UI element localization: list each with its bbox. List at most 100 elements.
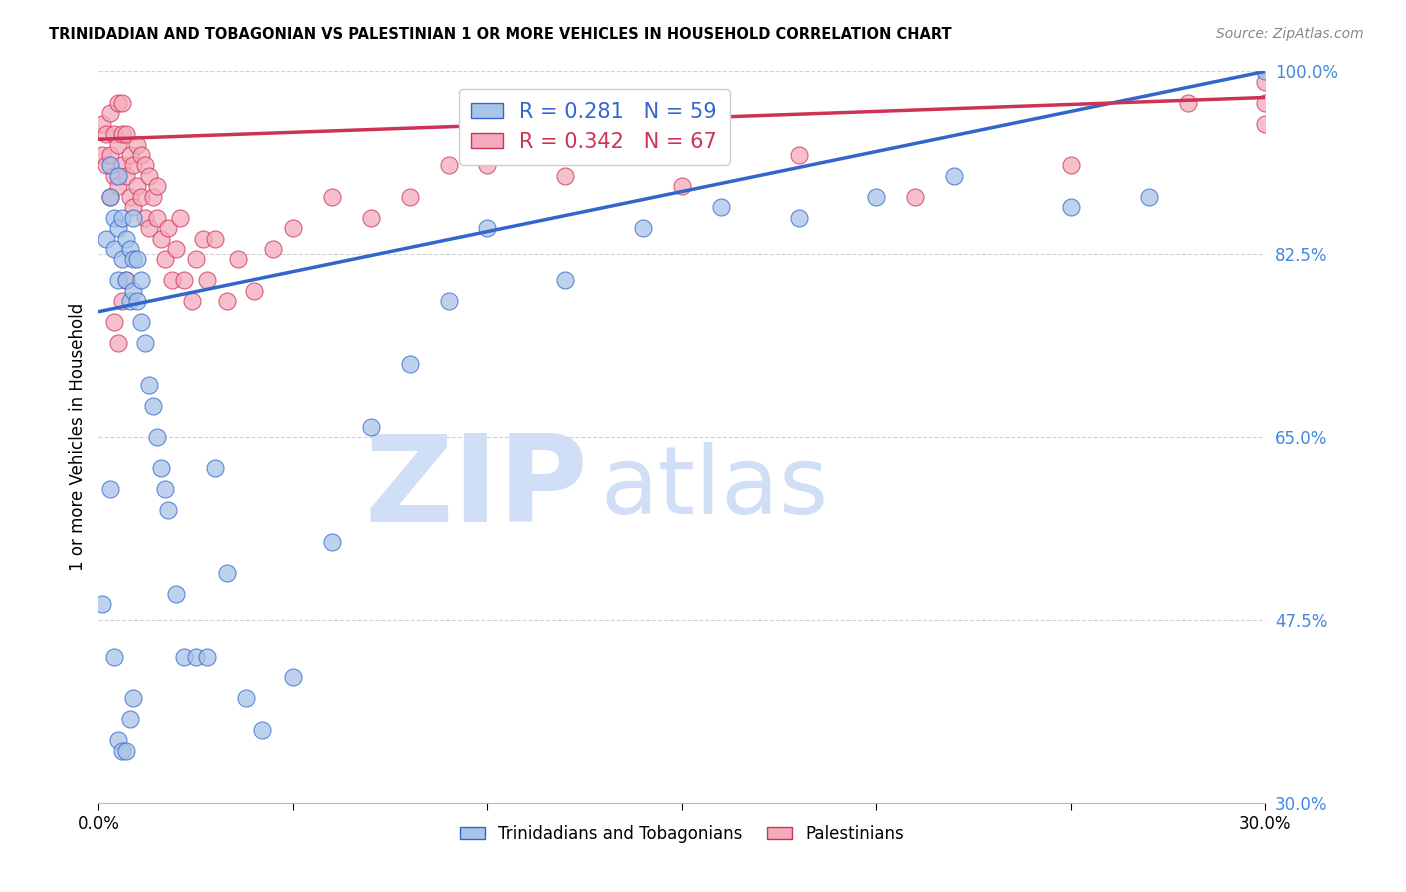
Point (215, 566, 238, 580)
Point (671, 179, 693, 194)
Point (184, 252, 207, 267)
Point (215, 294, 238, 309)
Point (103, 315, 125, 329)
Point (114, 231, 136, 245)
Point (1177, 95, 1199, 110)
Point (165, 242, 187, 256)
Point (138, 377, 160, 392)
Point (134, 158, 156, 172)
Point (204, 231, 226, 245)
Point (631, 221, 654, 235)
Point (173, 273, 195, 287)
Point (129, 148, 152, 162)
Point (228, 252, 250, 267)
Point (122, 284, 145, 298)
Point (114, 169, 136, 183)
Point (142, 399, 165, 413)
Point (554, 169, 576, 183)
Point (398, 190, 420, 204)
Point (111, 294, 134, 309)
Point (107, 733, 129, 747)
Text: TRINIDADIAN AND TOBAGONIAN VS PALESTINIAN 1 OR MORE VEHICLES IN HOUSEHOLD CORREL: TRINIDADIAN AND TOBAGONIAN VS PALESTINIA… (49, 27, 952, 42)
Point (107, 169, 129, 183)
Point (98, 106, 121, 120)
Point (127, 179, 149, 194)
Point (360, 211, 382, 225)
Point (96, 158, 118, 172)
Point (398, 357, 420, 371)
Legend: Trinidadians and Tobagonians, Palestinians: Trinidadians and Tobagonians, Palestinia… (453, 818, 911, 849)
Point (554, 273, 576, 287)
Point (195, 649, 218, 664)
Point (195, 273, 218, 287)
Point (142, 190, 165, 204)
Y-axis label: 1 or more Vehicles in Household: 1 or more Vehicles in Household (69, 303, 87, 571)
Point (107, 179, 129, 194)
Point (122, 200, 145, 214)
Point (943, 169, 966, 183)
Point (98, 148, 121, 162)
Point (321, 534, 343, 549)
Point (111, 252, 134, 267)
Text: atlas: atlas (600, 442, 828, 534)
Point (98, 190, 121, 204)
Point (111, 211, 134, 225)
Point (477, 158, 499, 172)
Point (204, 461, 226, 475)
Point (111, 95, 134, 110)
Point (103, 169, 125, 183)
Point (118, 712, 141, 726)
Point (96, 127, 118, 141)
Point (114, 273, 136, 287)
Point (437, 158, 460, 172)
Point (118, 148, 141, 162)
Point (1137, 190, 1160, 204)
Point (122, 158, 145, 172)
Point (173, 649, 195, 664)
Point (107, 336, 129, 351)
Point (235, 691, 257, 706)
Text: Source: ZipAtlas.com: Source: ZipAtlas.com (1216, 27, 1364, 41)
Point (180, 294, 202, 309)
Point (98, 483, 121, 497)
Point (118, 242, 141, 256)
Point (437, 294, 460, 309)
Point (96, 231, 118, 245)
Point (91, 148, 114, 162)
Point (165, 587, 187, 601)
Point (122, 691, 145, 706)
Point (1254, 95, 1277, 110)
Point (111, 158, 134, 172)
Point (149, 461, 172, 475)
Point (129, 315, 152, 329)
Point (1060, 158, 1083, 172)
Point (127, 252, 149, 267)
Point (321, 190, 343, 204)
Point (103, 649, 125, 664)
Point (111, 127, 134, 141)
Point (146, 179, 169, 194)
Point (162, 273, 184, 287)
Point (281, 221, 304, 235)
Point (1060, 200, 1083, 214)
Point (1254, 117, 1277, 131)
Point (122, 252, 145, 267)
Point (149, 231, 172, 245)
Point (157, 221, 180, 235)
Point (98, 158, 121, 172)
Point (146, 430, 169, 444)
Point (787, 211, 810, 225)
Point (153, 252, 176, 267)
Point (114, 273, 136, 287)
Point (243, 284, 266, 298)
Point (107, 221, 129, 235)
Point (169, 211, 191, 225)
Point (865, 190, 887, 204)
Point (281, 670, 304, 684)
Point (184, 649, 207, 664)
Point (134, 211, 156, 225)
Point (787, 148, 810, 162)
Text: ZIP: ZIP (364, 430, 589, 547)
Point (107, 95, 129, 110)
Point (114, 743, 136, 757)
